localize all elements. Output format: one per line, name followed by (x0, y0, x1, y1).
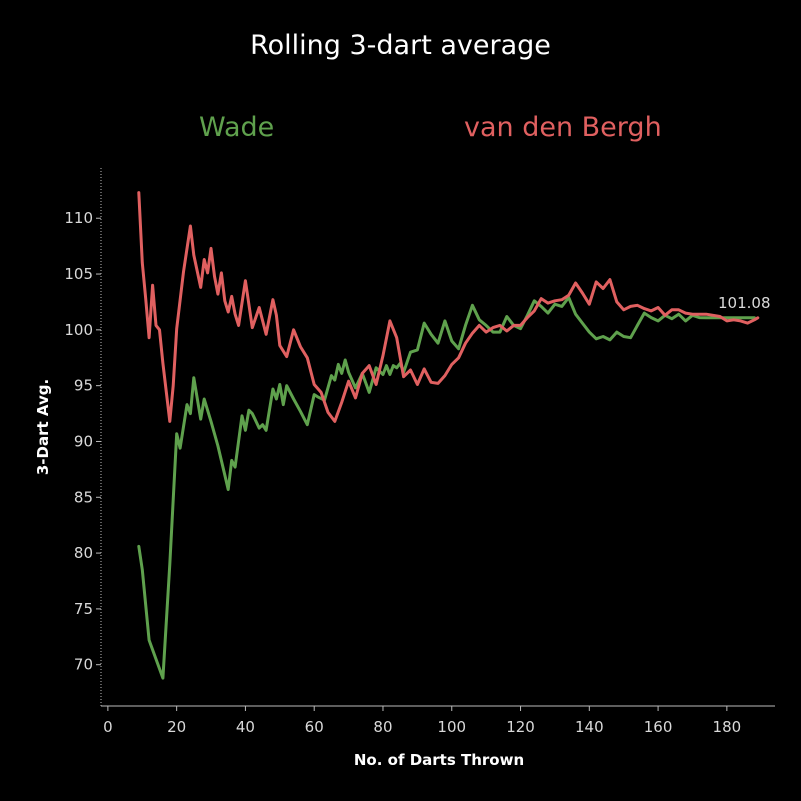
x-axis-title: No. of Darts Thrown (354, 751, 524, 769)
x-tick-label: 120 (506, 718, 535, 736)
y-tick-label: 75 (74, 600, 93, 618)
x-tick-label: 20 (167, 718, 186, 736)
y-tick-label: 80 (74, 544, 93, 562)
y-tick-label: 90 (74, 432, 93, 450)
y-tick-label: 110 (64, 209, 93, 227)
x-tick-label: 0 (103, 718, 113, 736)
x-tick-label: 180 (713, 718, 742, 736)
series-line-wade (137, 296, 756, 680)
x-tick-label: 60 (305, 718, 324, 736)
y-tick-label: 95 (74, 377, 93, 395)
legend-wade: Wade (199, 112, 275, 143)
x-tick-label: 80 (373, 718, 392, 736)
y-tick-label: 100 (64, 321, 93, 339)
series-layer (137, 191, 760, 680)
series-line-van-den-bergh (137, 191, 760, 423)
y-tick-label: 70 (74, 656, 93, 674)
y-axis: 70 75 80 85 90 95 100 105 110 (64, 168, 102, 706)
end-value-label: 101.08 (718, 294, 771, 312)
chart-title: Rolling 3-dart average (250, 30, 551, 61)
x-tick-label: 140 (575, 718, 604, 736)
y-axis-title: 3-Dart Avg. (34, 379, 52, 475)
y-tick-label: 105 (64, 265, 93, 283)
x-axis: 0 20 40 60 80 100 120 140 160 180 (101, 705, 775, 736)
x-tick-label: 160 (644, 718, 673, 736)
x-tick-label: 40 (236, 718, 255, 736)
y-tick-label: 85 (74, 488, 93, 506)
x-tick-label: 100 (437, 718, 466, 736)
legend-van-den-bergh: van den Bergh (464, 112, 662, 143)
